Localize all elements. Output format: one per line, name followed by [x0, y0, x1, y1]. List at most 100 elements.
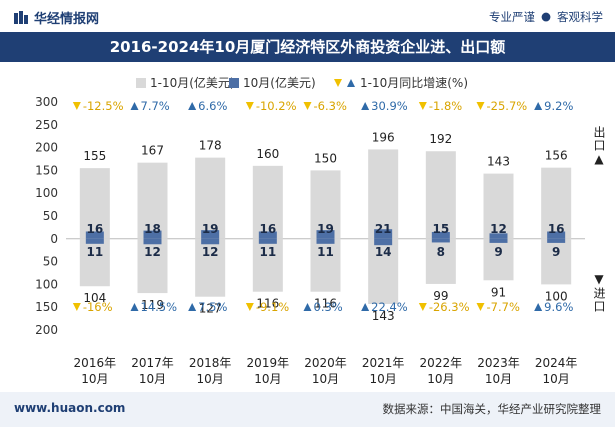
export-growth-label: 6.6% [198, 99, 227, 113]
top-bar [0, 0, 615, 32]
brand-name: 华经情报网 [34, 12, 100, 27]
import-growth-up-icon [188, 303, 197, 311]
header-tags: 专业严谨 ● 客观科学 [489, 9, 603, 25]
data-label-cumulative-import: 143 [372, 309, 395, 323]
import-growth-down-icon [418, 303, 427, 311]
export-growth-label: -12.5% [83, 99, 124, 113]
legend-swatch [136, 78, 146, 88]
bar-cumulative-export [195, 157, 226, 239]
import-growth-up-icon [130, 303, 139, 311]
data-label-cumulative-import: 99 [433, 289, 448, 303]
bar-cumulative-import [425, 238, 456, 284]
data-label-month-import: 9 [552, 245, 560, 259]
import-growth-label: -16% [83, 300, 113, 314]
import-side-label: ▼进口 [591, 272, 608, 313]
data-label-month-export: 16 [548, 222, 565, 236]
bar-cumulative-export [425, 151, 456, 239]
import-growth-label: -9.1% [256, 300, 289, 314]
header-tag: 专业严谨 [488, 10, 535, 24]
x-tick-label-year: 2020年 [304, 356, 347, 370]
data-label-cumulative-import: 116 [314, 297, 337, 311]
export-growth-down-icon [476, 102, 485, 110]
x-tick-label-year: 2018年 [189, 356, 232, 370]
export-side-label: 出口▲ [591, 126, 608, 167]
export-growth-up-icon [361, 102, 370, 110]
x-tick-label-month: 10月 [139, 372, 166, 386]
x-tick-label-month: 10月 [543, 372, 570, 386]
x-tick-label-year: 2017年 [131, 356, 174, 370]
legend-down-triangle-icon [334, 79, 342, 87]
bar-cumulative-import [483, 238, 514, 281]
bar-month-import [201, 238, 220, 245]
bar-cumulative-export [541, 167, 572, 239]
import-label-text: 进口 [592, 287, 606, 313]
y-tick-label: 200 [35, 323, 58, 337]
bar-month-import [85, 238, 104, 244]
data-label-month-import: 14 [375, 245, 392, 259]
chart-canvas: 1-10月(亿美元) 10月(亿美元) 1-10月同比增速(%) 300 250 200 1… [35, 75, 585, 386]
bar-cumulative-export [368, 149, 399, 239]
chart-title: 2016-2024年10月厦门经济特区外商投资企业进、出口额 [109, 38, 506, 56]
import-growth-up-icon [303, 303, 312, 311]
export-growth-label: 30.9% [371, 99, 408, 113]
tag-separator-icon: ● [540, 9, 551, 23]
bar-cumulative-import [79, 238, 110, 287]
bar-cumulative-export [310, 170, 341, 239]
y-tick-label: 200 [35, 141, 58, 155]
data-label-month-export: 19 [317, 222, 334, 236]
data-label-month-export: 12 [490, 222, 507, 236]
bar-month-export [258, 231, 277, 239]
export-growth-up-icon [534, 102, 543, 110]
export-growth-up-icon [188, 102, 197, 110]
x-tick-label-month: 10月 [370, 372, 397, 386]
import-growth-up-icon [534, 303, 543, 311]
bar-month-export [374, 229, 393, 239]
x-tick-label-month: 10月 [427, 372, 454, 386]
data-label-month-export: 16 [259, 222, 276, 236]
bar-cumulative-import [368, 238, 399, 305]
bar-cumulative-import [252, 238, 283, 292]
bar-month-import [316, 238, 335, 244]
export-growth-label: -6.3% [314, 99, 347, 113]
import-growth-label: 14.5% [141, 300, 178, 314]
export-growth-down-icon [418, 102, 427, 110]
legend-label: 1-10月同比增速(%) [360, 76, 468, 90]
import-growth-label: -26.3% [429, 300, 470, 314]
title-bar [0, 32, 615, 62]
data-label-month-import: 12 [202, 245, 219, 259]
y-tick-label: 50 [43, 209, 58, 223]
bar-cumulative-import [310, 238, 341, 292]
x-tick-label-year: 2016年 [74, 356, 117, 370]
x-tick-label-month: 10月 [197, 372, 224, 386]
data-label-cumulative-import: 100 [545, 289, 568, 303]
import-growth-label: 0.3% [314, 300, 343, 314]
x-tick-label-month: 10月 [485, 372, 512, 386]
bar-month-export [143, 230, 162, 239]
bar-month-import [547, 238, 566, 243]
y-tick-label: 250 [35, 118, 58, 132]
bar-cumulative-export [137, 162, 168, 239]
export-growth-label: 7.7% [141, 99, 170, 113]
legend-swatch [229, 78, 239, 88]
x-tick-label-month: 10月 [254, 372, 281, 386]
import-growth-label: 22.4% [371, 300, 408, 314]
down-triangle-icon: ▼ [592, 272, 606, 287]
export-growth-label: 9.2% [544, 99, 573, 113]
data-label-month-export: 21 [375, 222, 392, 236]
data-label-month-import: 11 [259, 245, 276, 259]
export-growth-down-icon [303, 102, 312, 110]
y-tick-label: 150 [35, 163, 58, 177]
data-label-cumulative-export: 160 [256, 147, 279, 161]
header-tag: 客观科学 [557, 10, 603, 24]
data-label-cumulative-export: 156 [545, 149, 568, 163]
y-tick-label: 50 [43, 255, 58, 269]
legend-up-triangle-icon [347, 79, 355, 87]
x-tick-label-year: 2021年 [362, 356, 405, 370]
brand-logo-icon [14, 10, 28, 24]
import-growth-down-icon [476, 303, 485, 311]
bar-month-export [85, 231, 104, 239]
import-growth-down-icon [245, 303, 254, 311]
data-label-cumulative-export: 143 [487, 155, 510, 169]
bar-cumulative-import [195, 238, 226, 297]
bar-month-import [431, 238, 450, 243]
